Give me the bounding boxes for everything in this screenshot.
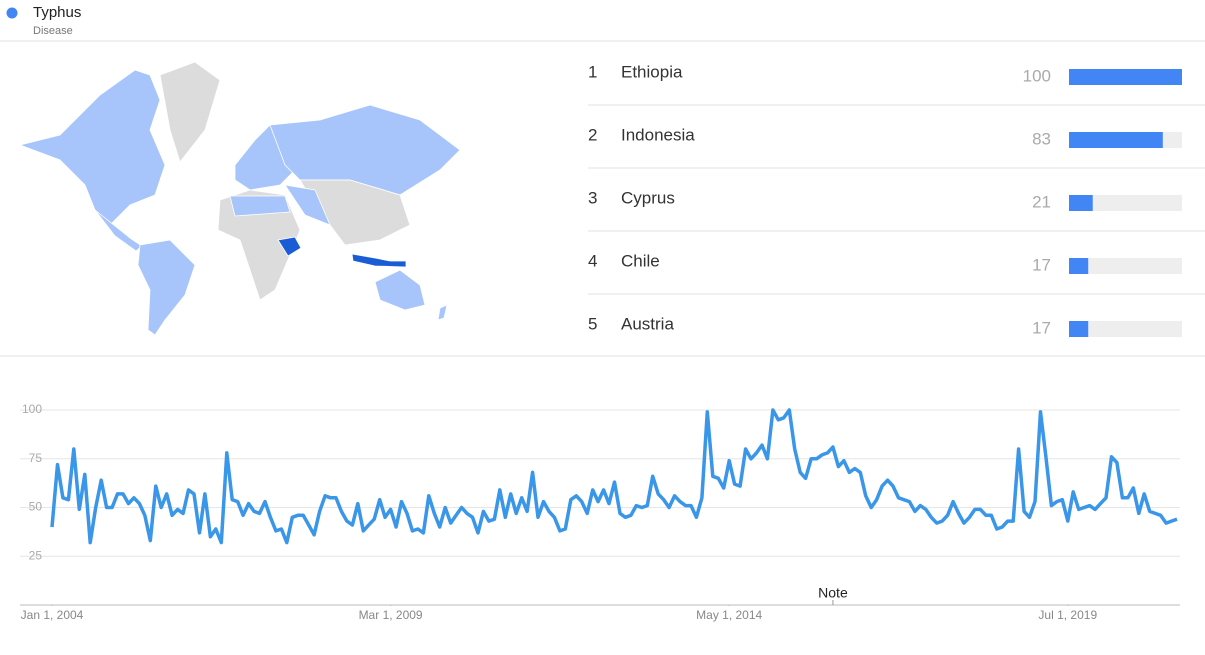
bar [1069,132,1163,148]
y-tick-label: 50 [29,500,43,514]
world-map [18,61,461,336]
annotation: Note [818,585,848,601]
country-name: Chile [621,251,660,270]
x-tick-label: May 1, 2014 [696,608,762,622]
rank-value: 83 [1032,129,1051,148]
y-tick-label: 75 [29,451,43,465]
indonesia [351,253,407,268]
bar [1069,195,1093,211]
north-america [18,69,166,226]
legend-dot [6,7,18,19]
rank-value: 100 [1023,66,1051,85]
y-tick-label: 100 [22,402,42,416]
middle-east [284,184,331,226]
rank-number: 4 [588,251,597,270]
x-tick-label: Mar 1, 2009 [359,608,423,622]
country-name: Cyprus [621,188,675,207]
bar [1069,321,1089,337]
africa [217,189,301,301]
bar-track [1069,195,1182,211]
rank-value: 17 [1032,318,1051,337]
bar [1069,258,1089,274]
bar-track [1069,321,1182,337]
south-america [137,239,196,336]
country-name: Indonesia [621,125,695,144]
rank-value: 21 [1032,192,1051,211]
y-tick-label: 25 [29,548,43,562]
x-tick-label: Jul 1, 2019 [1038,608,1097,622]
topic-title: Typhus [33,4,81,21]
australia [374,269,426,311]
country-name: Ethiopia [621,62,683,81]
bar-track [1069,258,1182,274]
trend-line [50,408,1178,545]
russia [269,104,461,196]
greenland [159,61,221,163]
central-america [94,209,143,252]
country-name: Austria [621,314,674,333]
rank-value: 17 [1032,255,1051,274]
x-tick-label: Jan 1, 2004 [21,608,84,622]
rank-number: 3 [588,188,597,207]
new-zealand [437,304,448,321]
rank-number: 2 [588,125,597,144]
rank-number: 5 [588,314,597,333]
topic-subtitle: Disease [33,25,73,37]
rank-number: 1 [588,62,597,81]
bar [1069,69,1182,85]
north-africa [229,195,291,217]
ethiopia [277,236,302,257]
